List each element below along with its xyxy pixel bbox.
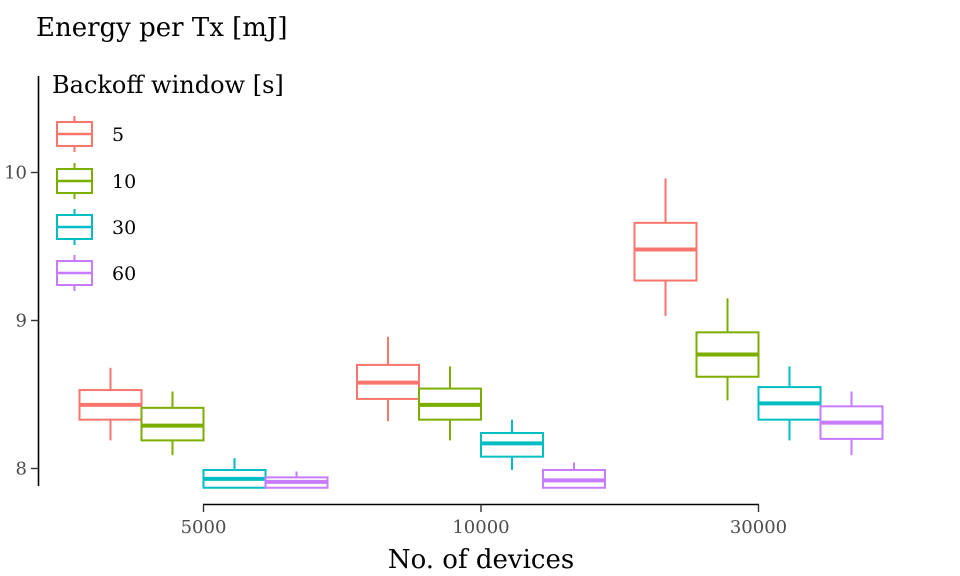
box-30-5000	[202, 458, 267, 489]
legend-key-30: 30	[56, 209, 136, 245]
plot-area	[78, 178, 884, 489]
box-5-5000	[78, 367, 143, 441]
x-tick-label: 30000	[730, 517, 787, 538]
y-tick-label: 10	[4, 163, 27, 184]
legend-key-60: 60	[56, 255, 136, 291]
box-30-10000	[480, 419, 544, 470]
box-5-30000	[633, 178, 698, 317]
legend-label: 60	[112, 263, 136, 285]
legend-key-5: 5	[56, 116, 124, 152]
y-tick-label: 9	[16, 311, 27, 332]
legend-keys: 5 10 30 60	[56, 116, 136, 291]
y-axis-title: Energy per Tx [mJ]	[36, 13, 288, 43]
legend: Backoff window [s] 5 10 30 60	[52, 71, 284, 291]
legend-key-10: 10	[56, 163, 136, 199]
box-10-30000	[695, 298, 760, 401]
legend-label: 30	[112, 217, 136, 239]
legend-label: 5	[112, 124, 124, 146]
legend-label: 10	[112, 171, 136, 193]
x-axis-title: No. of devices	[388, 545, 574, 575]
x-tick-label: 5000	[181, 517, 227, 538]
box-60-30000	[819, 391, 884, 456]
box-iqr	[633, 221, 698, 282]
box-60-5000	[264, 471, 329, 489]
y-axis-ticks: 8 9 10	[4, 163, 39, 480]
box-5-10000	[356, 336, 420, 422]
box-30-30000	[757, 366, 822, 441]
box-10-10000	[418, 366, 482, 441]
box-10-5000	[140, 391, 205, 456]
legend-title: Backoff window [s]	[52, 71, 284, 99]
box-60-10000	[542, 462, 606, 489]
x-axis-ticks: 5000 10000 30000	[181, 504, 787, 538]
y-tick-label: 8	[16, 459, 27, 480]
x-tick-label: 10000	[452, 517, 509, 538]
